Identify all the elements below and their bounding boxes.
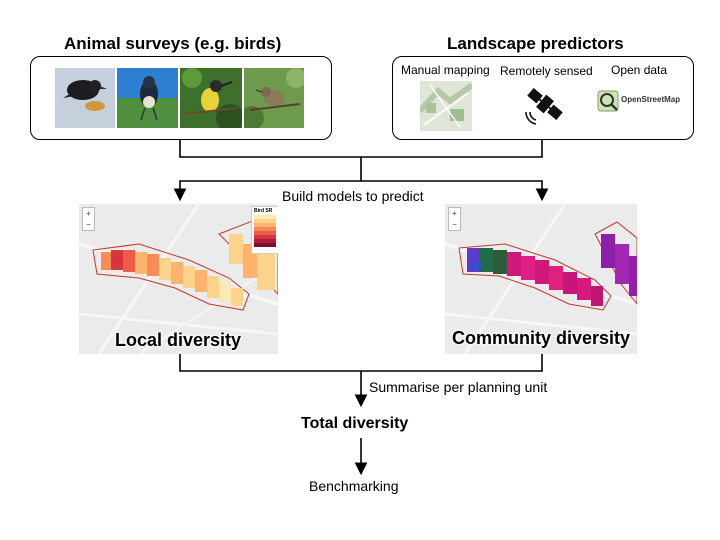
community-diversity-map: + − <box>445 204 637 354</box>
legend-swatch <box>254 231 276 235</box>
predictors-title: Landscape predictors <box>447 34 624 53</box>
satellite-icon <box>522 82 568 126</box>
community-diversity-title: Community diversity <box>452 328 631 348</box>
total-diversity-label: Total diversity <box>301 415 409 432</box>
legend-swatch <box>254 227 276 231</box>
surveys-title: Animal surveys (e.g. birds) <box>64 34 282 53</box>
predictor-label-manual: Manual mapping <box>401 63 490 77</box>
legend-swatch <box>254 243 276 247</box>
legend-swatch <box>254 239 276 243</box>
bird-photo-1 <box>55 68 115 128</box>
legend-swatch <box>254 219 276 223</box>
openstreetmap-logo-icon <box>597 90 619 112</box>
local-map-zoom-control[interactable]: + − <box>82 207 95 231</box>
community-map-zoom-control[interactable]: + − <box>448 207 461 231</box>
bird-photo-4 <box>244 68 304 128</box>
benchmarking-label: Benchmarking <box>309 478 399 494</box>
openstreetmap-logo-text: OpenStreetMap <box>621 95 681 104</box>
build-models-label: Build models to predict <box>282 188 424 204</box>
legend-swatch <box>254 235 276 239</box>
bird-photo-3 <box>180 68 242 128</box>
local-map-legend: Bird SR <box>251 206 278 254</box>
summarise-label: Summarise per planning unit <box>369 379 548 395</box>
map-thumbnail-icon <box>420 81 472 131</box>
bird-photo-2 <box>117 68 178 128</box>
local-diversity-title: Local diversity <box>115 330 242 350</box>
legend-title: Bird SR <box>254 208 273 214</box>
legend-swatch <box>254 223 276 227</box>
predictor-label-remote: Remotely sensed <box>500 64 593 78</box>
local-diversity-map: + − Bird SR <box>79 204 278 354</box>
predictor-label-open: Open data <box>611 63 668 77</box>
legend-swatch <box>254 215 276 219</box>
